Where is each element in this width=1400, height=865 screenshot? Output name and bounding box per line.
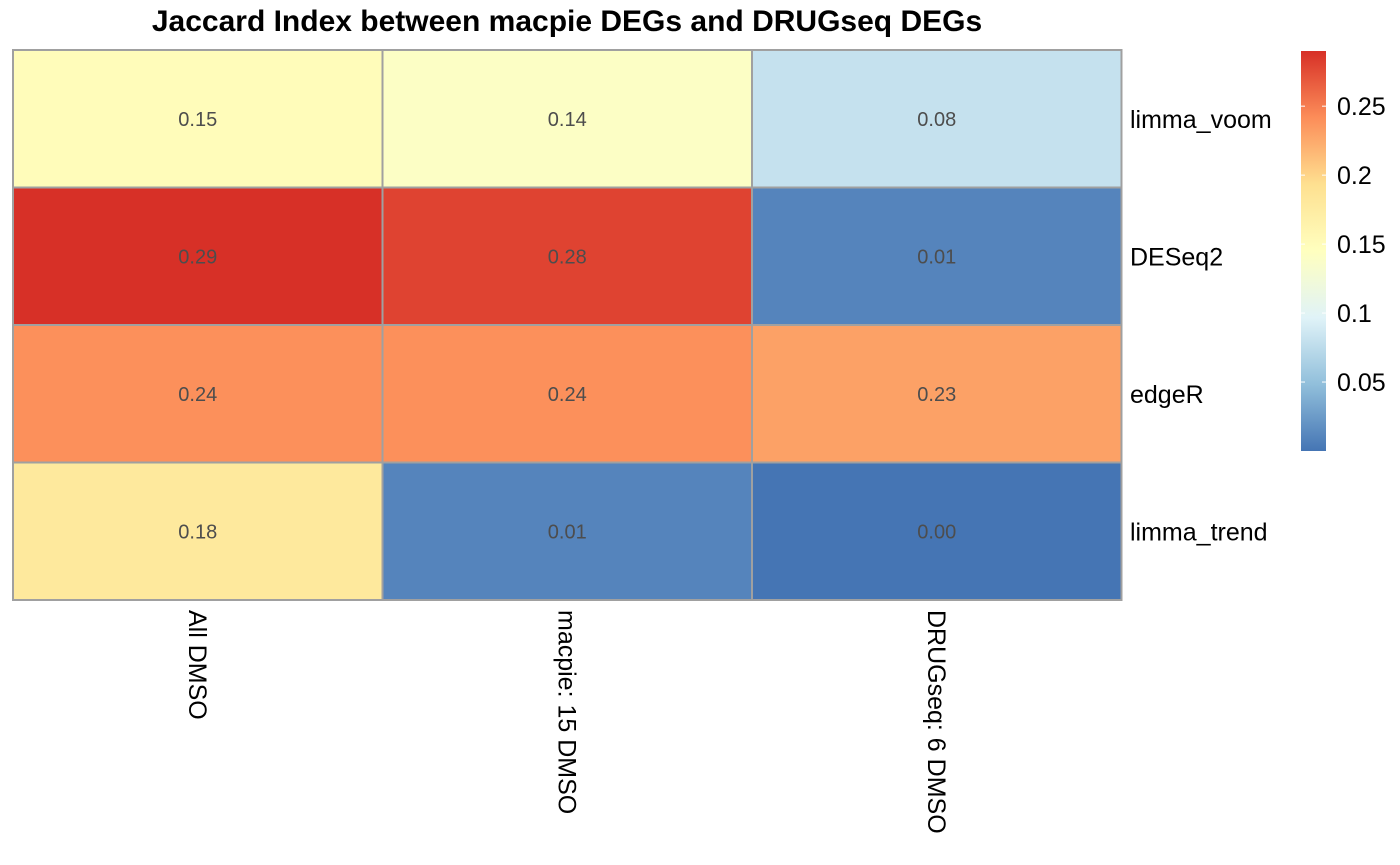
heatmap-cell (12, 461, 384, 601)
legend-tick-label: 0.1 (1337, 300, 1372, 328)
cell-value-label: 0.15 (178, 109, 217, 131)
column-label: DRUGseq: 6 DMSO (922, 610, 950, 834)
heatmap-cell-labels: 0.15 0.14 0.08 0.29 0.28 0.01 0.24 0.24 0.23 0.18… (178, 109, 956, 544)
row-labels: limma_voom DESeq2 edgeR limma_trend (1130, 106, 1272, 547)
legend-tick-label: 0.2 (1337, 162, 1372, 190)
legend-tick-label: 0.15 (1337, 231, 1386, 259)
legend-tick-label: 0.05 (1337, 369, 1386, 397)
heatmap-cells (12, 49, 1123, 601)
cell-value-label: 0.24 (178, 384, 217, 406)
heatmap-cell (751, 186, 1123, 326)
cell-value-label: 0.08 (917, 109, 956, 131)
column-labels: All DMSO macpie: 15 DMSO DRUGseq: 6 DMSO (183, 610, 950, 834)
cell-value-label: 0.29 (178, 246, 217, 268)
color-legend: 0.05 0.1 0.15 0.2 0.25 (1301, 51, 1386, 451)
cell-value-label: 0.00 (917, 521, 956, 543)
cell-value-label: 0.18 (178, 521, 217, 543)
chart-title: Jaccard Index between macpie DEGs and DR… (152, 5, 982, 38)
heatmap-cell (381, 324, 753, 464)
row-label: limma_trend (1130, 518, 1268, 546)
heatmap-cell (381, 186, 753, 326)
cell-value-label: 0.23 (917, 384, 956, 406)
row-label: edgeR (1130, 381, 1204, 409)
heatmap-cell (12, 186, 384, 326)
cell-value-label: 0.24 (548, 384, 587, 406)
heatmap-cell (751, 49, 1123, 189)
cell-value-label: 0.14 (548, 109, 587, 131)
row-label: DESeq2 (1130, 243, 1223, 271)
cell-value-label: 0.01 (917, 246, 956, 268)
row-label: limma_voom (1130, 106, 1272, 134)
heatmap-cell (12, 49, 384, 189)
column-label: macpie: 15 DMSO (552, 610, 580, 814)
cell-value-label: 0.28 (548, 246, 587, 268)
heatmap-cell (751, 461, 1123, 601)
column-label: All DMSO (183, 610, 211, 720)
heatmap-cell (381, 49, 753, 189)
legend-tick-label: 0.25 (1337, 93, 1386, 121)
legend-color-bar (1301, 51, 1326, 451)
cell-value-label: 0.01 (548, 521, 587, 543)
